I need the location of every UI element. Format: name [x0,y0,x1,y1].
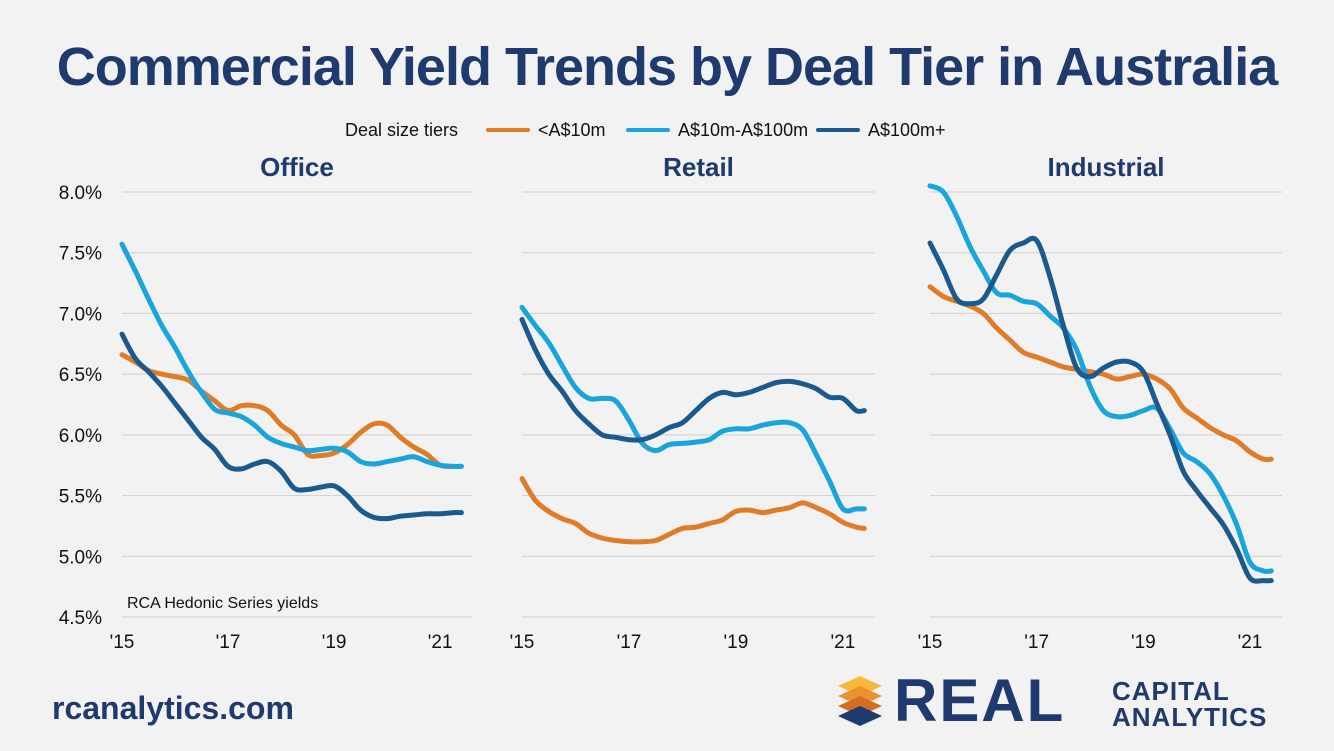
x-tick-label: '15 [510,632,535,653]
logo-line-1: CAPITAL [1112,676,1230,706]
x-tick-label: '21 [428,632,453,653]
panel-retail: Retail '15 '17 '19 '21 [510,152,875,653]
panel-office: Office '15 '17 '19 '21 [110,152,472,653]
y-tick-label: 4.5% [59,608,102,629]
website-url[interactable]: rcanalytics.com [52,690,294,726]
y-tick-label: 5.0% [59,547,102,568]
x-tick-label: '17 [617,632,642,653]
y-tick-label: 6.0% [59,426,102,447]
series-line-1 [119,352,464,469]
panel-title: Retail [663,152,734,182]
series-line-1 [519,476,867,545]
panel-title: Industrial [1047,152,1164,182]
series-line-2 [519,304,867,514]
panel-industrial: Industrial '15 '17 '19 '21 [918,152,1282,653]
series-line-2 [927,183,1274,575]
series-line-3 [519,317,867,443]
x-tick-label: '19 [1131,632,1156,653]
y-tick-label: 7.0% [59,304,102,325]
legend-label-1: <A$10m [538,120,606,140]
logo-word: REAL [894,667,1066,734]
y-tick-label: 5.5% [59,487,102,508]
x-tick-label: '19 [724,632,749,653]
panel-title: Office [260,152,334,182]
x-tick-label: '21 [831,632,856,653]
series-line-1 [927,284,1274,463]
legend-label-2: A$10m-A$100m [678,120,808,140]
x-tick-label: '17 [1024,632,1049,653]
logo-mark-icon [838,676,882,726]
legend-label-3: A$100m+ [868,120,946,140]
chart-title: Commercial Yield Trends by Deal Tier in … [56,37,1278,97]
y-tick-label: 8.0% [59,183,102,204]
series-line-3 [119,331,464,522]
legend-title: Deal size tiers [345,120,458,140]
series-line-3 [927,235,1274,584]
x-tick-label: '15 [918,632,943,653]
x-tick-label: '19 [322,632,347,653]
y-tick-label: 7.5% [59,244,102,265]
y-tick-label: 6.5% [59,365,102,386]
x-tick-label: '21 [1238,632,1263,653]
series-line-2 [119,241,464,469]
x-tick-label: '15 [110,632,135,653]
company-logo: REAL CAPITAL ANALYTICS [830,667,1310,734]
logo-line-2: ANALYTICS [1112,702,1268,732]
x-tick-label: '17 [216,632,241,653]
source-note: RCA Hedonic Series yields [127,595,318,612]
